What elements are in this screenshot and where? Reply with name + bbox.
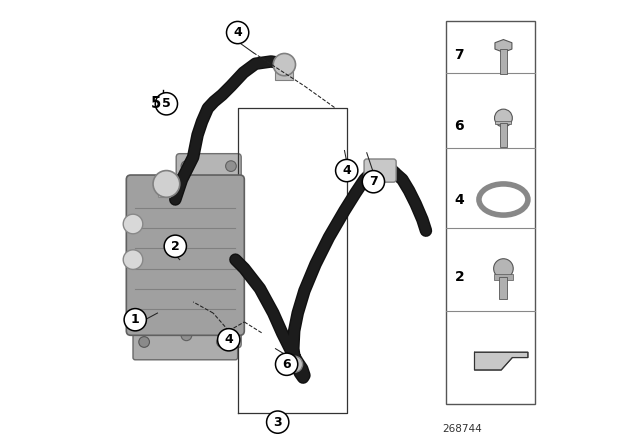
Text: 2: 2 xyxy=(171,240,180,253)
Circle shape xyxy=(495,109,513,127)
FancyBboxPatch shape xyxy=(126,175,244,335)
Text: 7: 7 xyxy=(369,175,378,188)
Circle shape xyxy=(335,159,358,182)
Text: 4: 4 xyxy=(342,164,351,177)
Text: 2: 2 xyxy=(454,271,464,284)
Circle shape xyxy=(124,309,147,331)
Text: 5: 5 xyxy=(162,97,171,110)
Circle shape xyxy=(156,93,177,115)
Bar xyxy=(445,22,534,404)
Text: 6: 6 xyxy=(282,358,291,371)
Circle shape xyxy=(218,329,240,351)
Bar xyxy=(500,49,506,73)
Circle shape xyxy=(275,353,298,375)
Circle shape xyxy=(493,259,513,278)
Circle shape xyxy=(124,214,143,234)
Text: 268744: 268744 xyxy=(443,424,483,434)
Polygon shape xyxy=(474,352,528,370)
Circle shape xyxy=(124,250,143,269)
FancyBboxPatch shape xyxy=(176,154,241,348)
Text: 3: 3 xyxy=(273,416,282,429)
Circle shape xyxy=(181,161,192,172)
Text: 7: 7 xyxy=(454,48,464,62)
Circle shape xyxy=(181,330,192,340)
Bar xyxy=(158,177,175,197)
Circle shape xyxy=(227,22,249,44)
Text: 5: 5 xyxy=(151,96,161,111)
Circle shape xyxy=(273,53,296,76)
Bar xyxy=(493,274,513,280)
Polygon shape xyxy=(495,39,512,52)
Bar xyxy=(275,67,293,80)
Circle shape xyxy=(287,356,303,372)
Text: 4: 4 xyxy=(225,333,233,346)
Circle shape xyxy=(267,411,289,433)
Circle shape xyxy=(164,235,186,258)
Text: 4: 4 xyxy=(454,193,464,207)
FancyBboxPatch shape xyxy=(364,159,396,182)
Bar xyxy=(495,121,511,124)
Text: 6: 6 xyxy=(454,119,464,133)
Circle shape xyxy=(226,161,236,172)
Circle shape xyxy=(217,336,227,347)
Circle shape xyxy=(153,171,180,197)
Text: 1: 1 xyxy=(131,313,140,326)
Bar xyxy=(499,277,508,299)
Text: 4: 4 xyxy=(233,26,242,39)
Circle shape xyxy=(139,336,150,347)
FancyBboxPatch shape xyxy=(133,322,237,360)
Circle shape xyxy=(226,330,236,340)
Bar xyxy=(500,123,506,146)
Circle shape xyxy=(362,171,385,193)
